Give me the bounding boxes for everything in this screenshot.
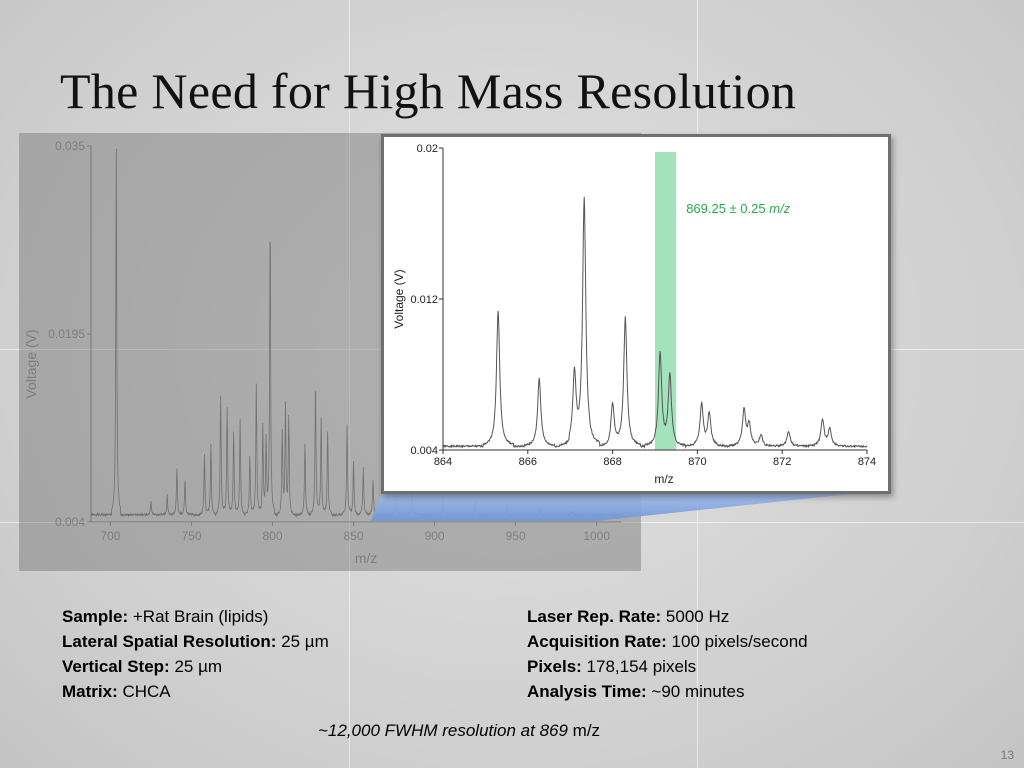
full-spectrum-labels: 700 750 800 850 900 950 1000 0.004 0.0195 0.035 m/… [23, 139, 610, 566]
y-tick-label: 0.004 [410, 445, 438, 457]
zoomed-spectrum-panel: 864 866 868 870 872 874 0.004 0.012 0.02 m/z Volta… [381, 134, 891, 494]
info-row-pixels: Pixels: 178,154 pixels [527, 654, 808, 679]
info-row-analysis-time: Analysis Time: ~90 minutes [527, 679, 808, 704]
info-value: 100 pixels/second [671, 632, 808, 651]
x-tick-label: 870 [688, 456, 706, 468]
info-label: Sample: [62, 607, 129, 626]
zoomed-spectrum-chart: 864 866 868 870 872 874 0.004 0.012 0.02 m/z Volta… [392, 143, 876, 486]
info-row-laser-rate: Laser Rep. Rate: 5000 Hz [527, 604, 808, 629]
zoom-callout-wedge [371, 488, 888, 521]
highlight-window [655, 152, 677, 450]
info-value: 5000 Hz [665, 607, 730, 626]
y-tick-label: 0.012 [410, 294, 438, 306]
info-value: +Rat Brain (lipids) [132, 607, 269, 626]
slide-title: The Need for High Mass Resolution [60, 63, 797, 119]
info-row-lateral-resolution: Lateral Spatial Resolution: 25 µm [62, 629, 329, 654]
highlight-label-value: 869.25 ± 0.25 [686, 201, 769, 216]
zoomed-spectrum-labels: 864 866 868 870 872 874 0.004 0.012 0.02 m/z Volta… [392, 143, 876, 486]
info-label: Vertical Step: [62, 657, 170, 676]
info-label: Laser Rep. Rate: [527, 607, 662, 626]
footnote-italic: ~12,000 FWHM resolution at 869 [318, 721, 568, 740]
x-tick-label: 868 [603, 456, 621, 468]
x-tick-label: 872 [773, 456, 791, 468]
info-row-sample: Sample: +Rat Brain (lipids) [62, 604, 329, 629]
highlight-label: 869.25 ± 0.25 m/z [686, 201, 790, 216]
x-tick-label: 850 [344, 529, 364, 543]
x-tick-label: 1000 [583, 529, 610, 543]
y-axis-label: Voltage (V) [392, 269, 406, 328]
sample-info-right: Laser Rep. Rate: 5000 Hz Acquisition Rat… [527, 604, 808, 704]
x-tick-label: 700 [100, 529, 120, 543]
tile-seam [349, 0, 350, 768]
info-value: ~90 minutes [651, 682, 745, 701]
x-axis-label: m/z [654, 472, 673, 486]
resolution-footnote: ~12,000 FWHM resolution at 869 m/z [318, 721, 600, 741]
y-tick-label: 0.004 [55, 515, 85, 529]
y-tick-label: 0.0195 [48, 327, 85, 341]
info-value: 25 µm [281, 632, 329, 651]
info-value: 25 µm [174, 657, 223, 676]
x-axis-label: m/z [355, 550, 378, 566]
info-label: Lateral Spatial Resolution: [62, 632, 277, 651]
info-label: Analysis Time: [527, 682, 647, 701]
footnote-unit: m/z [567, 721, 601, 740]
y-tick-label: 0.035 [55, 139, 85, 153]
x-tick-label: 900 [425, 529, 445, 543]
x-tick-label: 950 [506, 529, 526, 543]
page-number: 13 [1000, 748, 1014, 762]
info-value: 178,154 pixels [586, 657, 697, 676]
x-tick-label: 864 [434, 456, 452, 468]
info-label: Matrix: [62, 682, 118, 701]
info-row-acquisition-rate: Acquisition Rate: 100 pixels/second [527, 629, 808, 654]
sample-info-left: Sample: +Rat Brain (lipids) Lateral Spat… [62, 604, 329, 704]
x-tick-label: 800 [263, 529, 283, 543]
info-row-vertical-step: Vertical Step: 25 µm [62, 654, 329, 679]
x-tick-label: 866 [519, 456, 537, 468]
info-label: Acquisition Rate: [527, 632, 667, 651]
x-tick-label: 874 [858, 456, 876, 468]
y-axis-label: Voltage (V) [23, 329, 39, 398]
info-value: CHCA [122, 682, 171, 701]
info-label: Pixels: [527, 657, 582, 676]
info-row-matrix: Matrix: CHCA [62, 679, 329, 704]
zoomed-spectrum-line [442, 196, 868, 449]
x-tick-label: 750 [181, 529, 201, 543]
y-tick-label: 0.02 [417, 143, 438, 155]
highlight-label-unit: m/z [769, 201, 790, 216]
